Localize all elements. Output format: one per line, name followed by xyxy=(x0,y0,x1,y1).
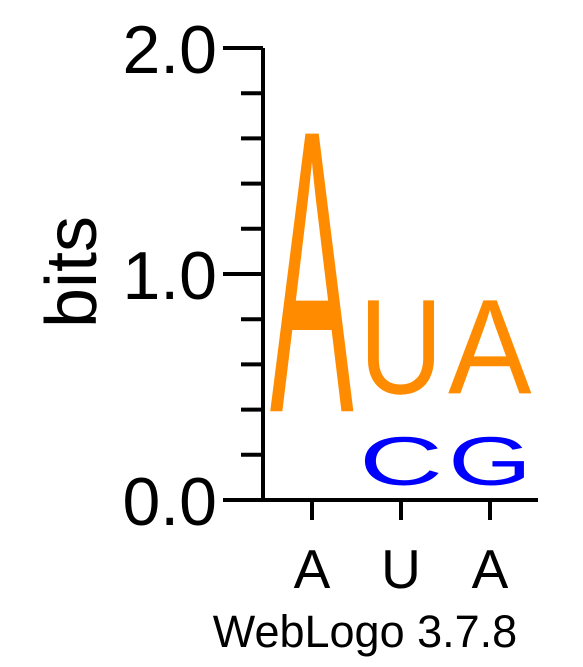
logo-letter-c: C xyxy=(359,424,443,500)
x-axis-ticks xyxy=(310,500,492,520)
logo-letter-a: A xyxy=(448,271,532,422)
position-label: A xyxy=(294,538,331,600)
y-tick-label: 1.0 xyxy=(122,238,217,314)
y-axis-tick-labels: 0.0 1.0 2.0 xyxy=(122,12,217,540)
position-label: U xyxy=(381,538,421,600)
logo-letter-a: A xyxy=(270,47,354,498)
position-label: A xyxy=(472,538,509,600)
y-axis-title: bits xyxy=(32,216,112,328)
logo-letter-u: U xyxy=(359,271,443,422)
y-axis-major-ticks xyxy=(223,46,263,502)
y-axis-minor-ticks xyxy=(241,91,263,457)
y-tick-label: 0.0 xyxy=(122,464,217,540)
weblogo-version-footer: WebLogo 3.7.8 xyxy=(213,606,517,657)
logo-letter-g: G xyxy=(448,423,532,500)
y-tick-label: 2.0 xyxy=(122,12,217,88)
